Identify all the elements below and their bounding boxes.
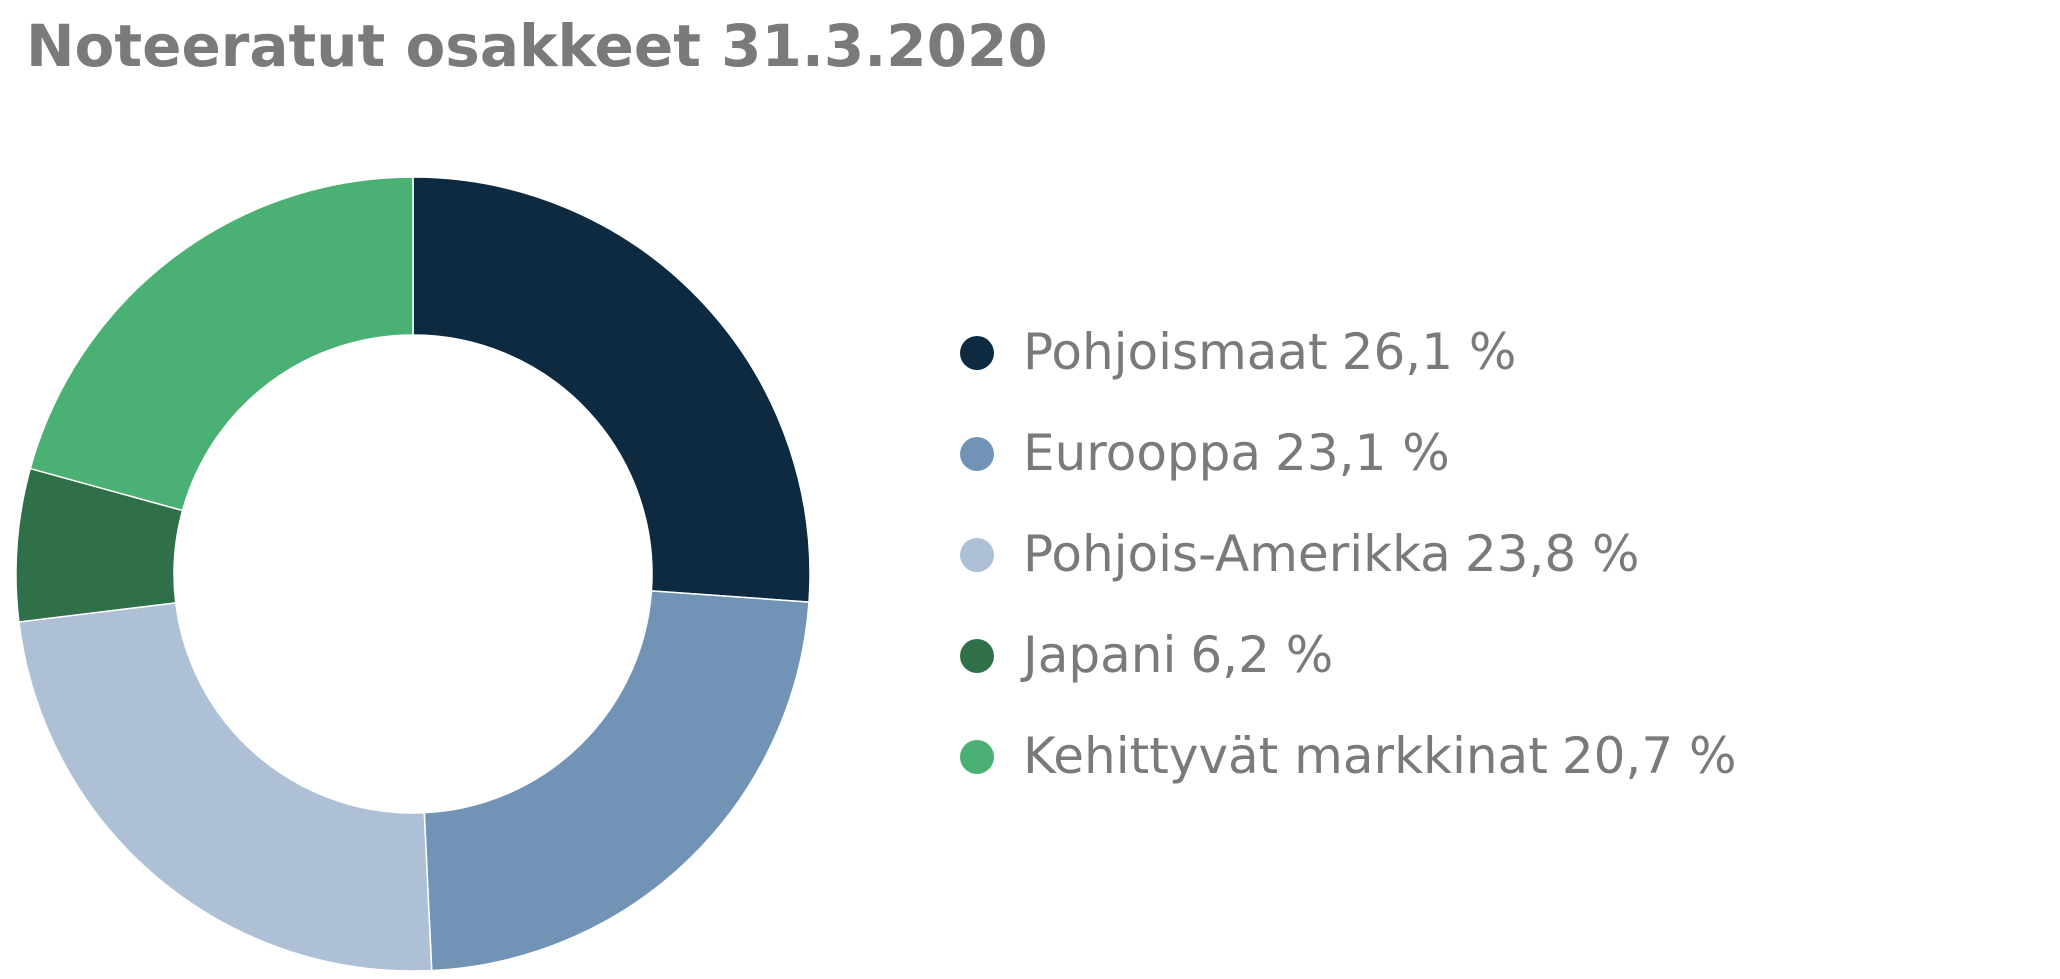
- legend-marker: [960, 740, 994, 774]
- legend-category: Kehittyvät markkinat: [1023, 727, 1548, 785]
- chart-title: Noteeratut osakkeet 31.3.2020: [26, 12, 1048, 80]
- legend-label: Kehittyvät markkinat 20,7 %: [1023, 727, 1737, 785]
- legend-value: 26,1 %: [1342, 323, 1517, 381]
- legend-category: Pohjoismaat: [1023, 323, 1328, 381]
- legend-value: 6,2 %: [1190, 626, 1333, 684]
- legend-marker: [960, 336, 994, 370]
- donut-slice: [412, 176, 811, 603]
- legend-label: Japani 6,2 %: [1020, 626, 1333, 684]
- legend-category: Pohjois-Amerikka: [1023, 525, 1451, 583]
- donut-slice: [18, 602, 433, 972]
- legend-label: Eurooppa 23,1 %: [1023, 424, 1450, 482]
- legend-marker: [960, 437, 994, 471]
- legend-category: Japani: [1020, 626, 1176, 684]
- legend-marker: [960, 538, 994, 572]
- legend-marker: [960, 639, 994, 673]
- donut-slice: [29, 176, 414, 512]
- legend-value: 23,8 %: [1465, 525, 1640, 583]
- legend-category: Eurooppa: [1023, 424, 1261, 482]
- legend-label: Pohjoismaat 26,1 %: [1023, 323, 1516, 381]
- legend-label: Pohjois-Amerikka 23,8 %: [1023, 525, 1640, 583]
- donut-slice: [423, 590, 810, 972]
- legend-value: 20,7 %: [1562, 727, 1737, 785]
- legend-value: 23,1 %: [1275, 424, 1450, 482]
